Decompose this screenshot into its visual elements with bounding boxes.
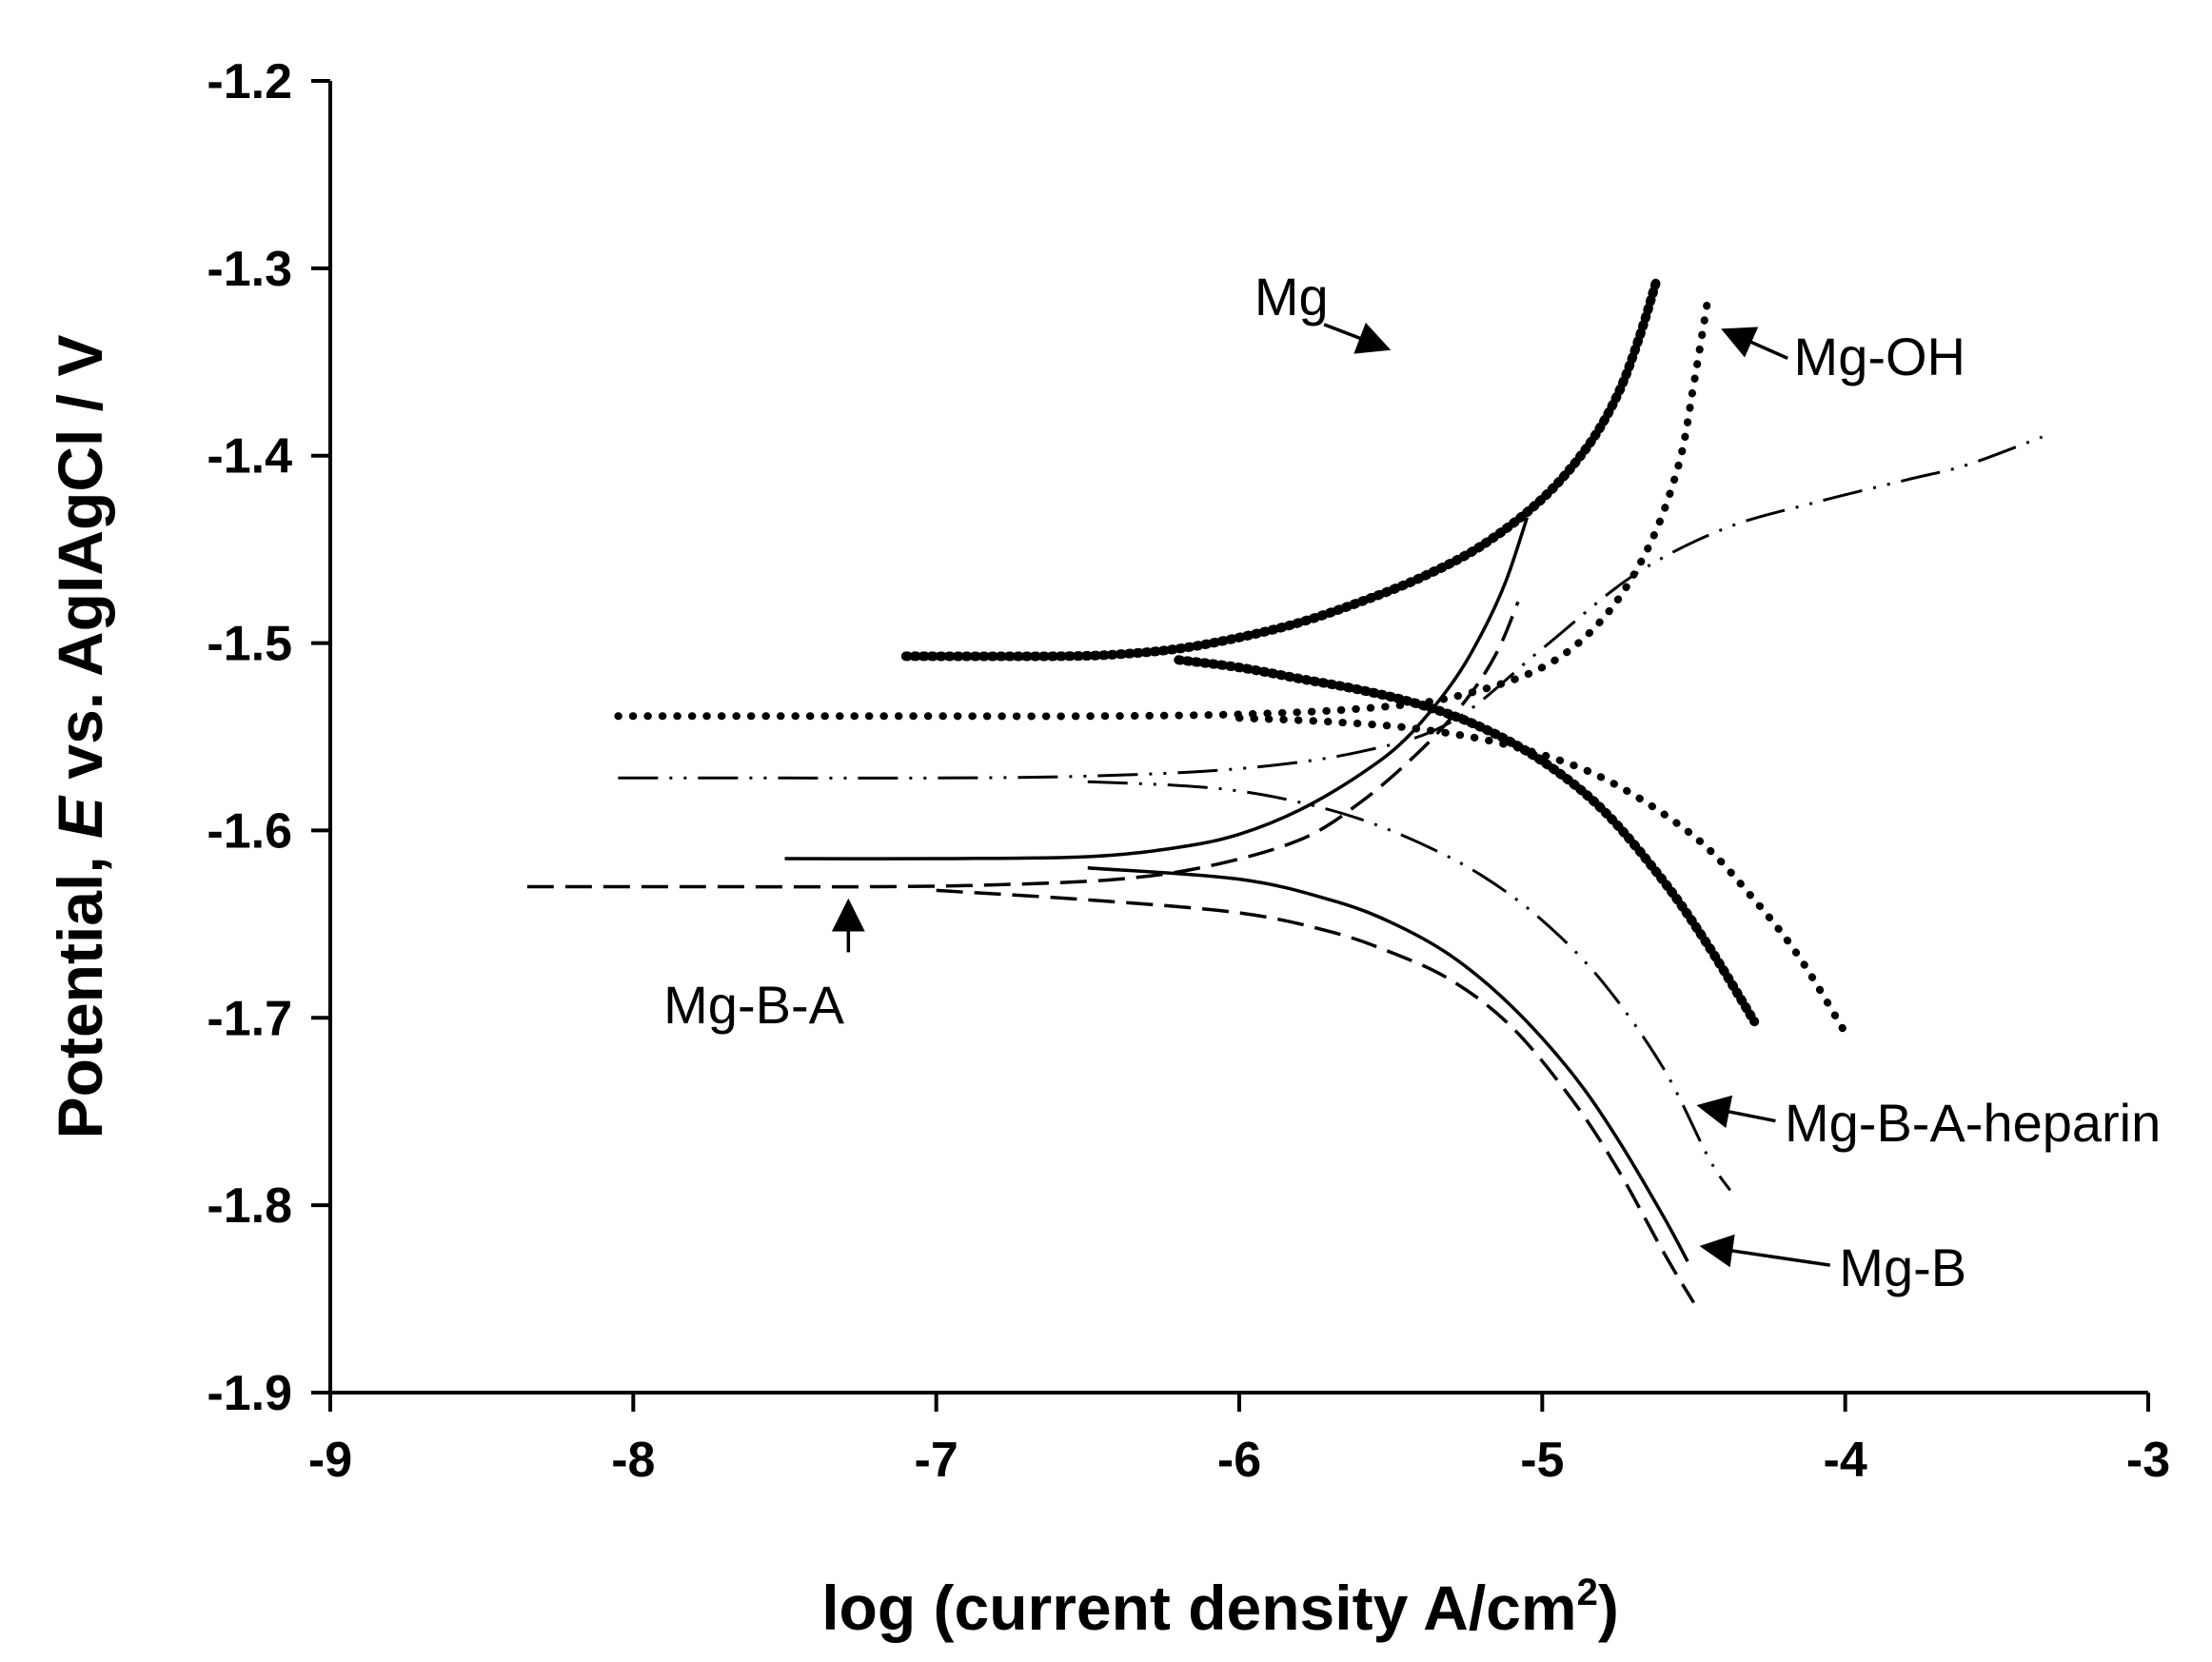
- x-axis-title: log (current density A/cm2): [821, 1572, 1619, 1643]
- y-tick-label: -1.5: [207, 617, 292, 672]
- x-tick-label: -5: [1520, 1433, 1564, 1488]
- y-tick-label: -1.7: [207, 991, 292, 1046]
- series-line-cathodic: [1174, 655, 1760, 1027]
- series-line-anodic: [614, 288, 1713, 721]
- x-tick-label: -7: [915, 1433, 958, 1488]
- annotation-label-mg-b: Mg-B: [1839, 1237, 1966, 1297]
- annotation-group: Mg Mg-OH Mg-B-A-heparin Mg-B Mg-B-A: [663, 267, 2161, 1297]
- y-tick-label: -1.9: [207, 1366, 292, 1421]
- series-mg-b: [784, 517, 1689, 1263]
- series-line-anodic: [900, 272, 1663, 662]
- series-line-cathodic: [1087, 780, 1731, 1192]
- y-tick-label: -1.2: [207, 54, 292, 109]
- x-tick-label: -3: [2126, 1433, 2170, 1488]
- series-line-anodic: [784, 517, 1530, 861]
- series-line-cathodic: [1087, 866, 1689, 1263]
- x-tick-label: -9: [308, 1433, 352, 1488]
- x-tick-label: -8: [611, 1433, 655, 1488]
- series-mg-b-a-heparin: [618, 435, 2044, 1192]
- series-mg: [900, 272, 1760, 1027]
- annotation-label-mg-b-a: Mg-B-A: [663, 975, 844, 1035]
- series-line-cathodic: [936, 888, 1695, 1304]
- y-tick-label: -1.3: [207, 242, 292, 297]
- annotation-arrow-mg-b-a-heparin: [1696, 1095, 1776, 1129]
- y-tick-label: -1.8: [207, 1178, 292, 1234]
- series-mg-b-a: [526, 601, 1695, 1304]
- y-axis-title: Potential, E vs. AgIAgCl / V: [45, 335, 115, 1139]
- annotation-label-mg-b-a-heparin: Mg-B-A-heparin: [1785, 1093, 2161, 1153]
- plot-area: [526, 272, 2044, 1304]
- annotation-arrow-mg-b: [1699, 1234, 1831, 1268]
- annotation-arrow-mg: [1323, 322, 1392, 354]
- series-line-anodic: [618, 435, 2044, 780]
- x-tick-label: -6: [1217, 1433, 1261, 1488]
- y-tick-label: -1.6: [207, 803, 292, 859]
- series-mg-oh: [614, 288, 1849, 1037]
- x-tick-label: -4: [1824, 1433, 1867, 1488]
- annotation-arrow-mg-oh: [1721, 326, 1788, 360]
- series-line-cathodic: [1235, 714, 1849, 1037]
- series-line-anodic: [526, 601, 1520, 889]
- annotation-label-mg: Mg: [1254, 267, 1329, 326]
- tick-group: -9 -8 -7 -6 -5 -4 -3 -1.2 -1.3 -1.4 -1.5 -1.6 -1.7 -1…: [207, 54, 2170, 1488]
- axes: [328, 81, 2148, 1395]
- y-tick-label: -1.4: [207, 429, 292, 485]
- annotation-label-mg-oh: Mg-OH: [1794, 326, 1965, 386]
